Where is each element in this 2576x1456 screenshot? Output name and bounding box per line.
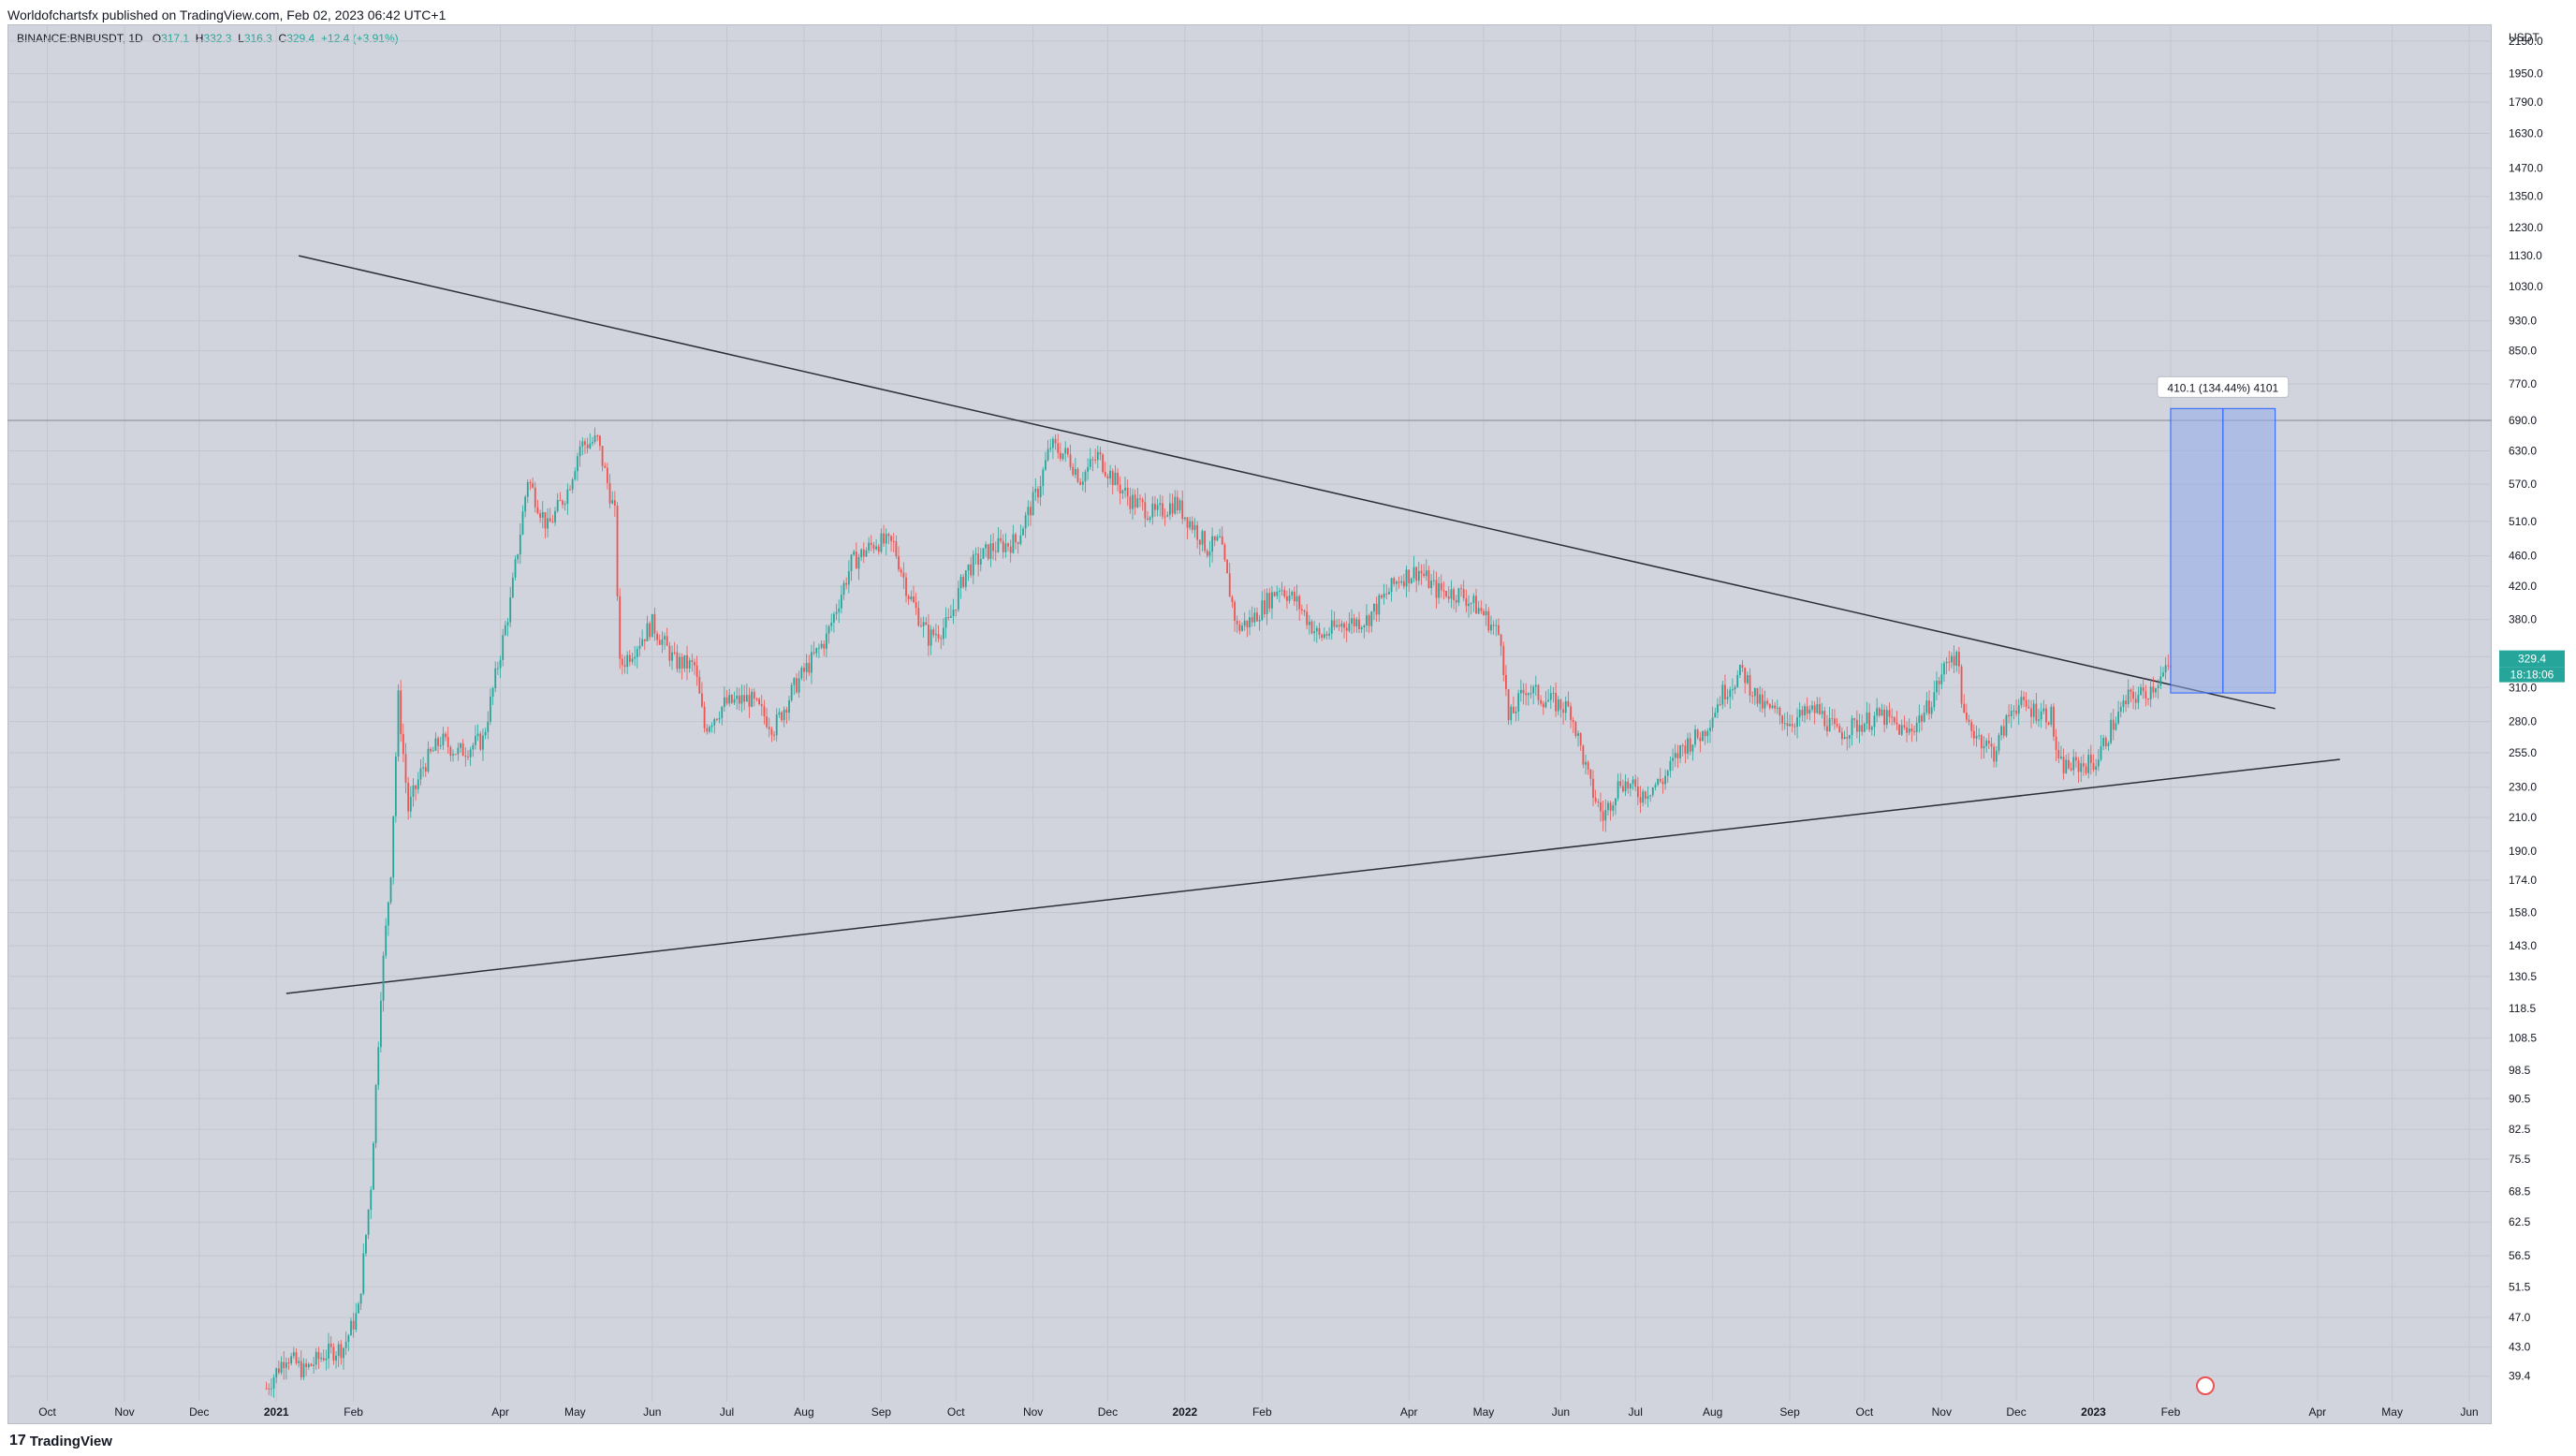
- low-value: 316.3: [243, 32, 272, 45]
- high-value: 332.3: [203, 32, 232, 45]
- chart-area[interactable]: [7, 24, 2492, 1424]
- symbol-legend[interactable]: BINANCE:BNBUSDT, 1D O317.1 H332.3 L316.3…: [17, 32, 399, 45]
- price-axis[interactable]: [2492, 24, 2576, 1424]
- change-value: +12.4 (+3.91%): [320, 32, 399, 45]
- close-value: 329.4: [286, 32, 315, 45]
- footer: 17 TradingView: [9, 1433, 112, 1449]
- publisher-line: Worldofchartsfx published on TradingView…: [7, 7, 446, 22]
- open-value: 317.1: [161, 32, 190, 45]
- symbol-name: BINANCE:BNBUSDT, 1D: [17, 32, 143, 45]
- close-label: C: [278, 32, 287, 45]
- tradingview-logo-text: TradingView: [29, 1433, 112, 1449]
- open-label: O: [152, 32, 162, 45]
- low-label: L: [238, 32, 244, 45]
- time-axis[interactable]: [7, 1402, 2492, 1424]
- tradingview-logo-icon: 17: [9, 1433, 26, 1449]
